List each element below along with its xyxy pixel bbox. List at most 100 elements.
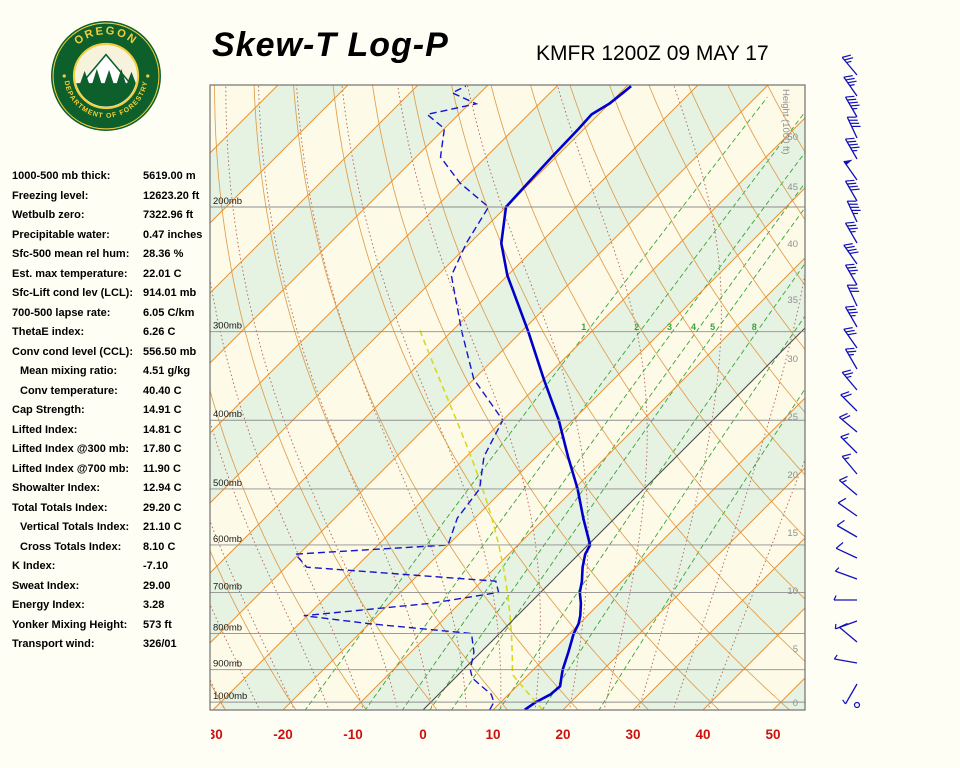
mixing-ratio-line [401,151,805,710]
wind-barb-icon [835,547,858,559]
calm-wind-icon [853,701,861,709]
index-label: Transport wind: [12,638,95,650]
tree-icon [79,70,90,86]
station-datetime: KMFR 1200Z 09 MAY 17 [536,42,769,65]
barb-half-feather [834,567,840,572]
index-value: 914.01 mb [143,287,197,299]
tree-icon [91,68,102,86]
barb-feather [847,182,857,185]
mixing-ratio-label: 4 [691,322,696,332]
isotherm-line [210,85,419,294]
barb-feather [850,104,860,107]
moist-adiabat-line [638,85,722,710]
index-label: Freezing level: [12,189,89,202]
dry-adiabat-line [490,85,805,600]
index-row: Sfc-500 mean rel hum: 28.36 % [12,245,217,265]
forest-band-icon [75,83,137,107]
index-label: Cap Strength: [12,404,85,416]
height-label: 45 [787,182,798,193]
barb-feather [847,80,857,84]
index-label: Mean mixing ratio: [20,365,118,377]
mixing-ratio-line [498,262,805,710]
barb-feather [845,347,855,350]
barb-feather [849,251,859,255]
barb-feather [839,622,848,628]
odf-logo-badge: OREGON DEPARTMENT OF FORESTRY [50,20,162,137]
index-row: K Index: -7.10 [12,557,217,577]
index-value: 17.80 C [143,443,182,455]
index-value: 573 ft [143,618,172,631]
pressure-label: 200mb [213,196,242,207]
index-row: Conv temperature: 40.40 C [12,382,217,402]
dry-adiabat-line [885,84,960,711]
index-label: K Index: [12,560,56,572]
isotherm-line [212,117,805,710]
height-label: 20 [787,470,798,481]
barb-feather [839,475,848,481]
barb-half-feather [833,654,838,660]
index-label: Lifted Index @700 mb: [12,462,130,475]
plot-border [209,84,806,711]
isotherm-line [422,327,805,710]
index-row: Freezing level: 12623.20 ft [12,187,217,207]
isotherm-line [210,85,559,434]
index-row: Cross Totals Index: 8.10 C [12,538,217,558]
logo-gold-rim [52,22,160,130]
dry-adiabat-line [210,549,297,710]
index-label: 1000-500 mb thick: [12,170,111,182]
mixing-ratio-line [364,111,805,710]
moist-adiabat-line [397,85,541,710]
barb-feather [850,146,860,149]
pressure-label: 300mb [213,321,242,332]
index-label: Cross Totals Index: [20,540,122,553]
index-label: Sweat Index: [12,579,80,592]
barb-feather [847,98,857,101]
isotherm-line [562,467,805,710]
index-label: Total Totals Index: [12,501,108,514]
index-value: 29.00 [143,579,171,592]
wind-barb-icon [838,626,858,643]
barb-feather [844,57,854,61]
index-label: Showalter Index: [12,482,101,494]
index-row: Vertical Totals Index: 21.10 C [12,518,217,538]
wind-barb-icon [843,160,858,181]
index-label: Conv cond level (CCL): [12,345,134,358]
mixing-ratio-label: 5 [710,322,715,332]
height-label: 40 [787,239,798,250]
wind-barb-icon [837,502,858,517]
index-row: Est. max temperature: 22.01 C [12,265,217,285]
pressure-label: 600mb [213,534,242,545]
pressure-label: 500mb [213,478,242,489]
dry-adiabat-line [210,388,368,710]
height-label: 5 [793,644,798,655]
index-row: Showalter Index: 12.94 C [12,479,217,499]
barb-feather [847,332,857,336]
dry-adiabat-line [648,85,805,351]
index-row: 700-500 lapse rate: 6.05 C/km [12,304,217,324]
index-label: Sfc-Lift cond lev (LCL): [12,287,133,299]
isotherm-line [210,85,489,364]
mixing-ratio-label: 3 [667,322,672,332]
height-label: 35 [787,295,798,306]
index-value: 14.81 C [143,423,182,436]
dewpoint-profile-line [293,85,504,710]
moist-adiabat-line [556,85,648,710]
barb-feather [839,412,848,418]
mixing-ratio-label: 1 [581,322,586,332]
index-value: 11.90 C [143,462,181,475]
isotherm-line [210,85,699,574]
dry-adiabat-line [806,84,960,711]
barb-feather [845,137,855,140]
barb-feather [836,519,845,526]
barb-feather [845,245,855,249]
moist-adiabat-line [225,85,399,710]
index-label: Sfc-500 mean rel hum: [12,248,130,260]
pressure-label: 400mb [213,409,242,420]
barb-flag [843,159,853,165]
barb-feather [848,311,858,314]
mixing-ratio-line [451,207,805,710]
barb-half-feather [842,699,846,705]
index-row: Lifted Index @700 mb: 11.90 C [12,460,217,480]
index-label: Energy Index: [12,599,85,611]
isotherm-line [492,397,805,710]
